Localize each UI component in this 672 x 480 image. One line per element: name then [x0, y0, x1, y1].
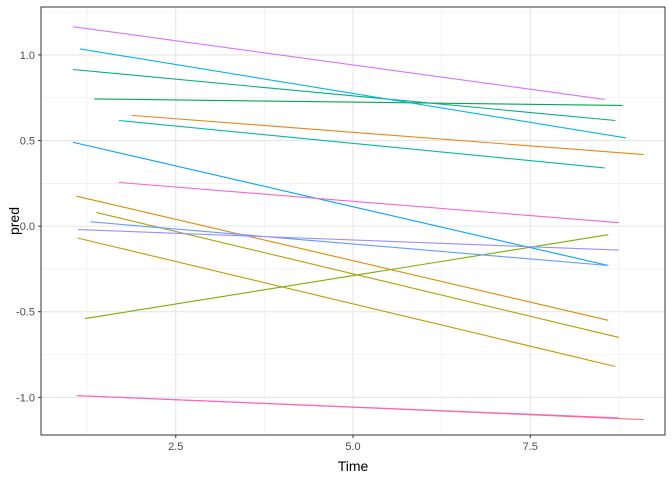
y-tick-label: -0.5 [16, 307, 35, 319]
series-line-4 [77, 237, 616, 368]
series-lines [72, 26, 644, 421]
x-tick-label: 5.0 [345, 441, 360, 453]
series-line-1 [131, 114, 644, 156]
series-line-7 [94, 98, 623, 106]
series-line-8 [72, 68, 616, 122]
y-tick-label: -1.0 [16, 392, 35, 404]
x-tick-label: 7.5 [523, 441, 538, 453]
series-line-9 [118, 119, 605, 169]
x-axis: 2.5 5.0 7.5 [168, 435, 538, 453]
series-line-6 [84, 234, 609, 320]
series-line-16 [76, 395, 619, 419]
series-line-3 [76, 195, 609, 321]
series-line-15 [118, 181, 619, 224]
series-line-10 [79, 48, 627, 139]
series-line-13 [77, 229, 619, 251]
series-line-12 [90, 221, 609, 267]
y-tick-label: 1.0 [20, 50, 35, 62]
x-axis-title: Time [338, 458, 369, 474]
y-axis: -1.0 -0.5 0.0 0.5 1.0 [16, 50, 41, 404]
series-line-14 [72, 26, 605, 100]
series-line-11 [72, 141, 609, 267]
major-gridlines [41, 7, 665, 435]
y-axis-title: pred [6, 207, 22, 235]
y-tick-label: 0.0 [20, 221, 35, 233]
y-tick-label: 0.5 [20, 136, 35, 148]
x-tick-label: 2.5 [168, 441, 183, 453]
